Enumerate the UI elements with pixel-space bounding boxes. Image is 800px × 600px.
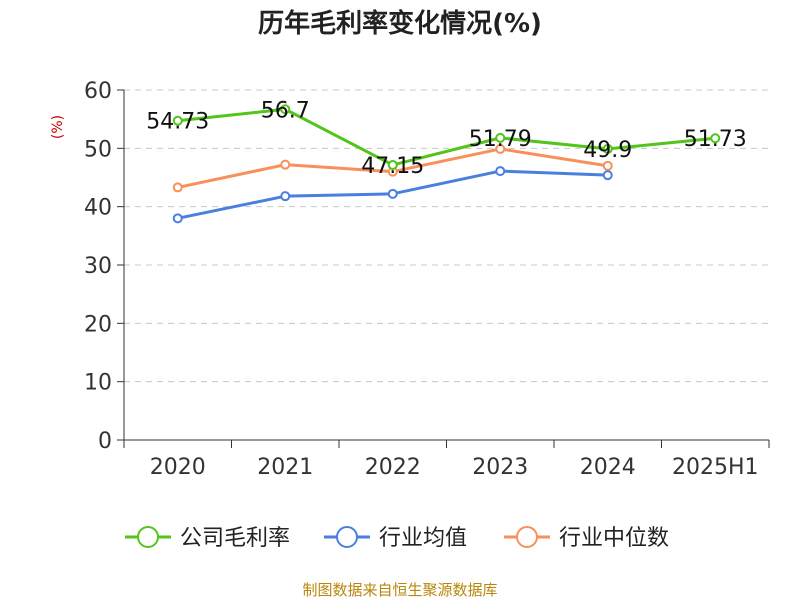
x-tick-label: 2024 <box>580 455 636 480</box>
x-tick-label: 2021 <box>257 455 313 480</box>
legend-item-1[interactable]: 行业均值 <box>324 526 467 551</box>
y-tick-label: 20 <box>84 312 112 337</box>
legend-marker-icon <box>336 526 358 548</box>
data-point <box>495 132 506 143</box>
data-point <box>387 159 398 170</box>
data-label: 54.73 <box>146 110 209 135</box>
y-tick-label: 50 <box>84 137 112 162</box>
x-tick-label: 2023 <box>472 455 528 480</box>
y-tick-label: 60 <box>84 79 112 104</box>
x-tick-label: 2020 <box>150 455 206 480</box>
series-1 <box>172 166 613 224</box>
legend-item-0[interactable]: 公司毛利率 <box>125 526 290 551</box>
data-point <box>280 191 291 202</box>
y-tick-label: 0 <box>98 429 112 454</box>
legend-label: 公司毛利率 <box>180 526 290 551</box>
data-point <box>280 104 291 115</box>
axes: 0 10 20 30 40 50 60 2020 2021 2022 2023 2024 2025H1 <box>84 79 770 480</box>
data-point <box>495 166 506 177</box>
data-label: 51.73 <box>684 127 747 152</box>
legend-label: 行业中位数 <box>559 526 669 551</box>
data-point <box>387 188 398 199</box>
y-tick-label: 30 <box>84 254 112 279</box>
series-2 <box>172 143 613 193</box>
series-line <box>177 107 716 167</box>
x-tick-label: 2022 <box>365 455 421 480</box>
chart-title: 历年毛利率变化情况(%) <box>258 8 542 39</box>
data-label: 49.9 <box>583 138 632 163</box>
data-point <box>172 213 183 224</box>
data-label: 47.15 <box>361 154 424 179</box>
data-point <box>602 170 613 181</box>
x-tick-label: 2025H1 <box>672 455 759 480</box>
data-point <box>602 160 613 171</box>
data-point <box>280 159 291 170</box>
y-tick-label: 40 <box>84 196 112 221</box>
series-0 <box>172 104 721 170</box>
source-note: 制图数据来自恒生聚源数据库 <box>302 581 497 599</box>
legend-marker-icon <box>516 526 538 548</box>
data-label: 56.7 <box>261 98 310 123</box>
data-point <box>495 143 506 154</box>
legend[interactable]: 公司毛利率 行业均值 行业中位数 <box>125 526 669 551</box>
y-tick-label: 10 <box>84 371 112 396</box>
data-label: 51.79 <box>469 127 532 152</box>
data-point <box>710 133 721 144</box>
data-point <box>172 115 183 126</box>
legend-marker-icon <box>137 526 159 548</box>
series-layer <box>172 104 721 224</box>
data-labels: 54.73 56.7 47.15 51.79 49.9 51.73 <box>146 98 746 179</box>
legend-item-2[interactable]: 行业中位数 <box>504 526 669 551</box>
legend-label: 行业均值 <box>379 526 467 551</box>
data-point <box>602 143 613 154</box>
data-point <box>172 182 183 193</box>
y-axis-unit-label: (%) <box>50 115 66 139</box>
grid-lines <box>124 89 769 383</box>
